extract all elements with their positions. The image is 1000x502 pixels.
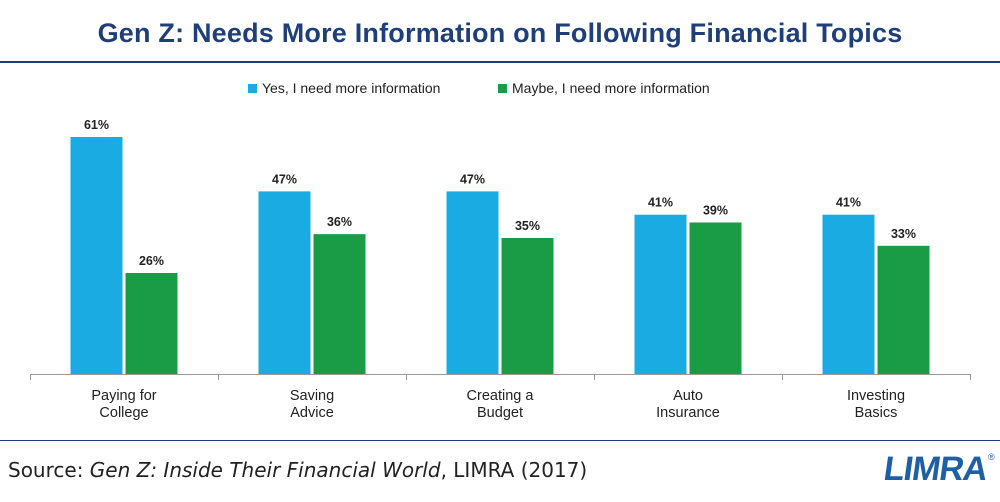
source-citation: Source: Gen Z: Inside Their Financial Wo… [8, 458, 587, 482]
bar-yes [634, 214, 687, 374]
bar-yes [258, 191, 311, 374]
category-label: Investing [847, 388, 905, 404]
legend-label-1: Yes, I need more information [262, 80, 440, 96]
bar-yes [70, 137, 123, 374]
source-suffix: , LIMRA (2017) [440, 458, 588, 482]
bar-maybe [125, 272, 178, 374]
legend-swatch-2 [498, 84, 507, 93]
footer-divider [0, 440, 1000, 441]
bar-maybe [877, 245, 930, 374]
data-label: 35% [515, 219, 540, 233]
data-label: 41% [648, 196, 673, 210]
category-label: Creating a [467, 388, 535, 404]
category-label: Budget [477, 405, 523, 421]
data-label: 47% [272, 172, 297, 186]
bar-maybe [313, 234, 366, 374]
legend-label-2: Maybe, I need more information [512, 80, 710, 96]
category-label: Paying for [91, 388, 156, 404]
bar-maybe [501, 238, 554, 374]
source-title: Gen Z: Inside Their Financial World [89, 458, 441, 482]
data-label: 47% [460, 172, 485, 186]
category-label: College [99, 405, 148, 421]
data-label: 26% [139, 254, 164, 268]
category-label: Auto [673, 388, 703, 404]
bar-chart: Yes, I need more information Maybe, I nee… [30, 80, 971, 421]
data-label: 39% [703, 203, 728, 217]
limra-logo: LIMRA [881, 450, 990, 488]
bar-yes [822, 214, 875, 374]
category-label: Insurance [656, 405, 720, 421]
category-label: Saving [290, 388, 334, 404]
category-label: Basics [855, 405, 898, 421]
legend-swatch-1 [248, 84, 257, 93]
source-prefix: Source: [8, 458, 90, 482]
data-label: 33% [891, 227, 916, 241]
data-label: 61% [84, 118, 109, 132]
bar-maybe [689, 222, 742, 374]
title-divider [0, 61, 1000, 63]
data-label: 41% [836, 196, 861, 210]
bar-yes [446, 191, 499, 374]
category-label: Advice [290, 405, 334, 421]
chart-title: Gen Z: Needs More Information on Followi… [97, 18, 903, 48]
registered-mark: ® [988, 452, 995, 462]
data-label: 36% [327, 215, 352, 229]
